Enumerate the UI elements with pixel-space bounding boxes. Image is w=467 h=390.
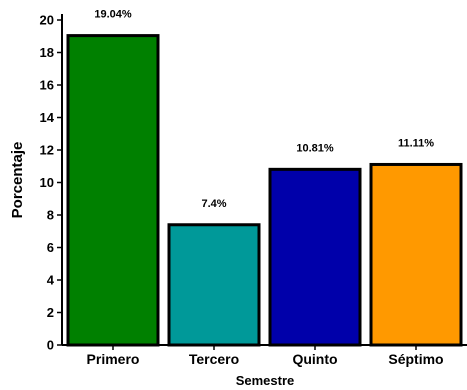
y-tick-label: 18 [40, 45, 54, 60]
x-tick-label: Tercero [189, 351, 239, 367]
bar-primero [66, 34, 160, 347]
bar-tercero [167, 223, 261, 347]
y-tick-label: 8 [47, 208, 54, 223]
y-tick-label: 0 [47, 338, 54, 353]
plot-area: 0 2 4 6 8 10 12 14 16 18 20 19.04% Primero 7.4% Tercer… [40, 9, 463, 367]
y-axis-title: Porcentaje [9, 142, 26, 219]
y-tick-label: 4 [47, 273, 55, 288]
y-tick-label: 20 [40, 13, 54, 28]
y-tick-label: 10 [40, 175, 54, 190]
data-label: 7.4% [201, 198, 226, 210]
bar-quinto [268, 167, 362, 347]
x-tick-label: Séptimo [388, 351, 443, 367]
bar-septimo [369, 162, 463, 347]
y-tick-label: 6 [47, 240, 54, 255]
y-tick-label: 16 [40, 78, 54, 93]
y-tick-label: 2 [47, 305, 54, 320]
x-axis-title: Semestre [236, 373, 295, 388]
x-tick-label: Primero [87, 351, 140, 367]
data-label: 11.11% [398, 137, 434, 149]
y-tick-label: 14 [40, 110, 55, 125]
data-label: 19.04% [94, 9, 132, 21]
x-tick-label: Quinto [292, 351, 337, 367]
data-label: 10.81% [296, 142, 334, 154]
y-tick-label: 12 [40, 143, 54, 158]
